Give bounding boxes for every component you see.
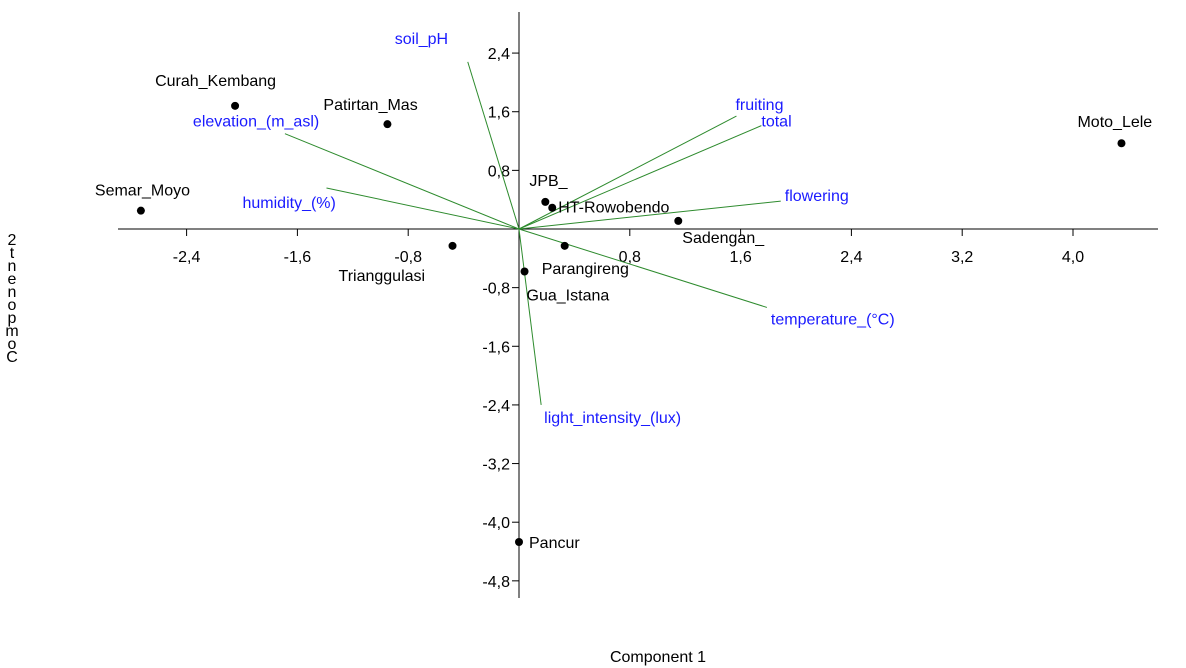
y-axis-title-char: e: [8, 271, 17, 288]
y-tick-label: -4,8: [482, 574, 510, 591]
axes: -2,4 -1,6 -0,8 0,8 1,6 2,4 3,2 4,0 2,4 1,6 0,8 -0,8…: [118, 12, 1158, 598]
y-tick-label: -1,6: [482, 339, 510, 356]
vector-label: soil_pH: [395, 31, 448, 48]
vector-line: [518, 228, 542, 405]
vector-line: [284, 133, 520, 230]
vector-label: humidity_(%): [242, 195, 335, 212]
site-point: [548, 203, 557, 212]
site-point: [1117, 139, 1126, 148]
x-tick-label: -1,6: [284, 249, 312, 266]
y-axis-title-char: o: [8, 297, 17, 314]
y-axis-title-char: n: [8, 258, 17, 275]
site-label: Parangireng: [542, 261, 629, 278]
vector-line: [467, 61, 520, 230]
x-axis-title: Component 1: [610, 649, 706, 666]
x-tick-label: -0,8: [394, 249, 422, 266]
vector-line: [326, 187, 520, 230]
site-label: Moto_Lele: [1077, 114, 1152, 131]
site-label: Patirtan_Mas: [323, 97, 417, 114]
site-label: Trianggulasi: [339, 268, 426, 285]
site-label: HT-Rowobendo: [558, 200, 669, 217]
vector-line: [518, 228, 768, 308]
y-axis-title-char: 2: [8, 232, 17, 249]
y-tick-label: -0,8: [482, 281, 510, 298]
site-label: Pancur: [529, 535, 580, 552]
site-label: Gua_Istana: [527, 288, 610, 305]
y-axis-title-char: p: [8, 310, 17, 327]
x-tick-label: 1,6: [729, 249, 751, 266]
x-tick-label: 4,0: [1062, 249, 1084, 266]
site-label: Curah_Kembang: [155, 73, 276, 90]
vector-label: total: [761, 114, 791, 131]
site-label: JPB_: [529, 173, 568, 190]
site-point: [520, 267, 529, 276]
vector-label: temperature_(°C): [771, 311, 895, 328]
x-tick-label: 3,2: [951, 249, 973, 266]
site-point: [560, 241, 569, 250]
site-point: [515, 537, 523, 546]
x-tick-label: -2,4: [173, 249, 201, 266]
site-point: [383, 120, 392, 129]
y-axis-title-char: C: [6, 349, 18, 366]
y-tick-label: 1,6: [488, 105, 510, 122]
site-label: Semar_Moyo: [95, 183, 190, 200]
x-tick-label: 0,8: [619, 249, 641, 266]
site-points: [136, 101, 1126, 546]
site-point: [674, 216, 683, 225]
vector-label: elevation_(m_asl): [193, 114, 319, 131]
site-point: [541, 197, 550, 206]
x-tick-label: 2,4: [840, 249, 862, 266]
vector-label: fruiting: [735, 97, 783, 114]
y-tick-label: -2,4: [482, 398, 510, 415]
y-axis-title-char: n: [8, 284, 17, 301]
y-tick-label: 0,8: [488, 163, 510, 180]
y-axis-title-char: o: [8, 336, 17, 353]
site-label: Sadengan_: [682, 230, 765, 247]
vector-line: [518, 200, 781, 230]
y-axis-title-char: t: [10, 245, 15, 262]
site-point: [448, 241, 457, 250]
vector-label: light_intensity_(lux): [544, 410, 681, 427]
site-point: [136, 206, 145, 215]
y-axis-title-char: m: [5, 323, 18, 340]
y-tick-label: 2,4: [488, 46, 510, 63]
vector-line: [518, 125, 762, 230]
vector-label: flowering: [785, 188, 849, 205]
site-point: [231, 101, 240, 110]
y-tick-label: -4,0: [482, 515, 510, 532]
y-tick-label: -3,2: [482, 457, 510, 474]
